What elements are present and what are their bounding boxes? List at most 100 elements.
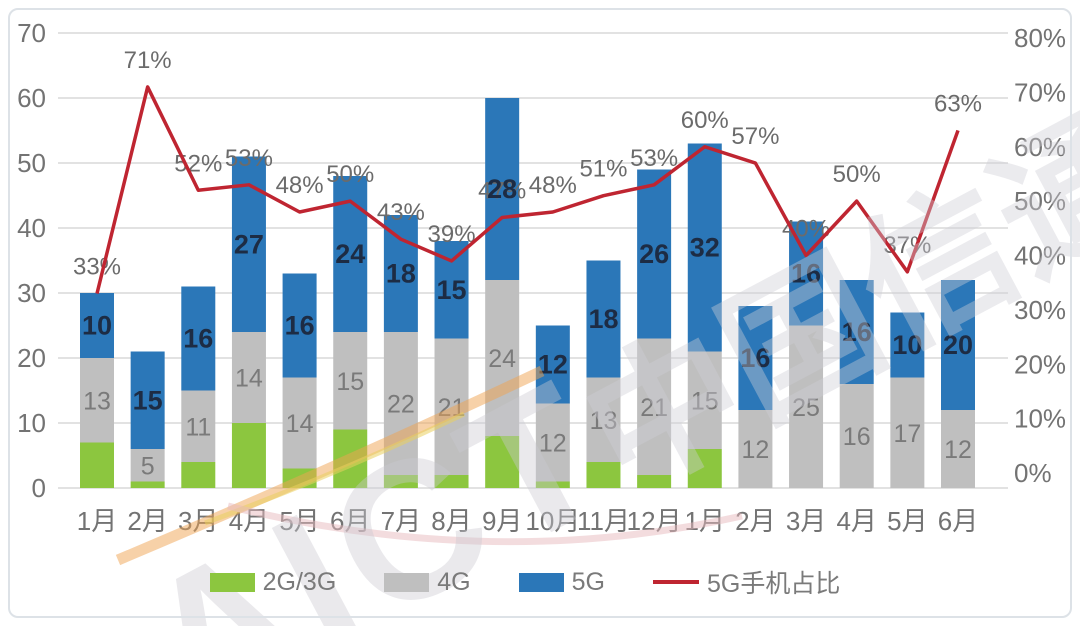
legend: 2G/3G 4G 5G 5G手机占比 (0, 564, 1050, 600)
bar-segment-5G-16 (839, 280, 874, 384)
bar-segment-2G3G-7 (383, 475, 418, 488)
right-axis-tick: 10% (1014, 404, 1066, 434)
bar-segment-5G-9 (485, 98, 520, 280)
x-axis-label: 12月 (627, 506, 682, 536)
x-axis-label: 8月 (431, 506, 471, 536)
bar-value-label: 15 (336, 368, 364, 396)
line-point-label: 50% (833, 161, 881, 188)
bar-value-label: 12 (539, 430, 567, 458)
x-axis-label: 1月 (77, 506, 117, 536)
legend-item-4g: 4G (384, 567, 471, 597)
left-axis-tick: 0 (32, 473, 46, 503)
bar-value-label: 12 (742, 436, 770, 464)
bar-segment-5G-7 (383, 215, 418, 332)
line-point-label: 33% (73, 254, 121, 281)
bar-segment-5G-15 (789, 221, 824, 326)
line-point-label: 47% (478, 177, 526, 204)
right-axis-tick: 40% (1014, 241, 1066, 271)
bar-segment-2G3G-3 (181, 462, 216, 488)
bar-segment-2G3G-1 (80, 442, 114, 488)
right-axis-tick: 60% (1014, 132, 1066, 162)
bar-value-label: 18 (588, 304, 618, 334)
bar-value-label: 18 (386, 259, 416, 289)
left-axis-tick: 20 (17, 343, 46, 373)
legend-label-2g3g: 2G/3G (262, 567, 337, 596)
bar-value-label: 16 (285, 311, 315, 341)
bar-segment-5G-14 (738, 306, 773, 410)
line-point-label: 60% (681, 107, 729, 134)
bar-value-label: 10 (82, 311, 112, 341)
x-axis-label: 6月 (330, 506, 370, 536)
x-axis-label: 9月 (482, 506, 522, 536)
bar-segment-5G-13 (687, 143, 722, 352)
left-axis-tick: 40 (17, 213, 46, 243)
bar-value-label: 14 (235, 365, 263, 393)
bar-value-label: 22 (387, 391, 415, 419)
bar-value-label: 10 (892, 330, 922, 360)
bar-segment-5G-18 (941, 280, 975, 410)
bar-value-label: 17 (893, 420, 921, 448)
line-point-label: 37% (883, 232, 931, 259)
x-axis-label: 4月 (836, 506, 876, 536)
x-axis-label: 1月 (685, 506, 725, 536)
x-axis-label: 11月 (577, 506, 630, 536)
bar-value-label: 32 (690, 233, 720, 263)
right-axis-tick: 50% (1014, 186, 1066, 216)
legend-label-5g-share: 5G手机占比 (707, 570, 841, 598)
bar-value-label: 16 (740, 343, 770, 373)
line-point-label: 53% (630, 145, 678, 172)
bar-value-label: 24 (488, 345, 516, 373)
x-axis-label: 6月 (938, 506, 978, 536)
line-point-label: 48% (276, 172, 324, 199)
x-axis-label: 3月 (178, 506, 218, 536)
bar-value-label: 15 (691, 387, 719, 415)
bar-value-label: 12 (538, 350, 568, 380)
line-point-label: 63% (934, 90, 982, 117)
bar-value-label: 12 (944, 436, 972, 464)
x-axis-label: 5月 (887, 506, 927, 536)
bar-value-label: 11 (185, 413, 211, 441)
bar-value-label: 14 (286, 410, 314, 438)
line-point-label: 51% (579, 156, 627, 183)
line-point-label: 50% (326, 161, 374, 188)
line-point-label: 71% (124, 47, 172, 74)
line-point-label: 43% (377, 199, 425, 226)
bar-segment-4G-11 (586, 377, 621, 462)
left-axis-tick: 30 (17, 278, 46, 308)
right-axis-tick: 0% (1014, 458, 1052, 488)
bar-segment-2G3G-11 (586, 462, 621, 488)
x-axis-label: 3月 (786, 506, 826, 536)
left-axis-tick: 10 (17, 408, 46, 438)
bar-value-label: 27 (234, 229, 264, 259)
bar-value-label: 26 (639, 239, 669, 269)
right-axis-tick: 30% (1014, 295, 1066, 325)
bar-segment-2G3G-4 (231, 423, 266, 488)
bar-segment-4G-14 (738, 410, 773, 488)
legend-swatch-2g3g (209, 572, 255, 592)
left-axis-tick: 60 (17, 83, 46, 113)
legend-swatch-4g (384, 572, 430, 592)
bar-value-label: 28 (487, 174, 517, 204)
bar-value-label: 16 (183, 324, 213, 354)
bar-segment-2G3G-12 (637, 475, 672, 488)
line-point-label: 39% (428, 221, 476, 248)
x-axis-label: 5月 (279, 506, 319, 536)
bar-value-label: 15 (133, 385, 163, 415)
bar-segment-4G-1 (80, 358, 114, 443)
bar-segment-2G3G-5 (282, 468, 317, 488)
x-axis-label: 10月 (525, 506, 580, 536)
x-axis-label: 2月 (735, 506, 775, 536)
left-axis-tick: 50 (17, 148, 46, 178)
legend-item-2g3g: 2G/3G (209, 567, 337, 597)
bar-segment-5G-17 (890, 312, 925, 378)
bar-segment-2G3G-6 (333, 429, 368, 488)
legend-label-4g: 4G (437, 567, 471, 596)
bar-value-label: 15 (437, 275, 467, 305)
x-axis-label: 7月 (381, 506, 421, 536)
line-5g-share (95, 85, 960, 294)
bar-segment-4G-13 (687, 351, 722, 449)
bar-segment-4G-17 (890, 377, 925, 488)
bar-segment-4G-16 (839, 384, 874, 488)
